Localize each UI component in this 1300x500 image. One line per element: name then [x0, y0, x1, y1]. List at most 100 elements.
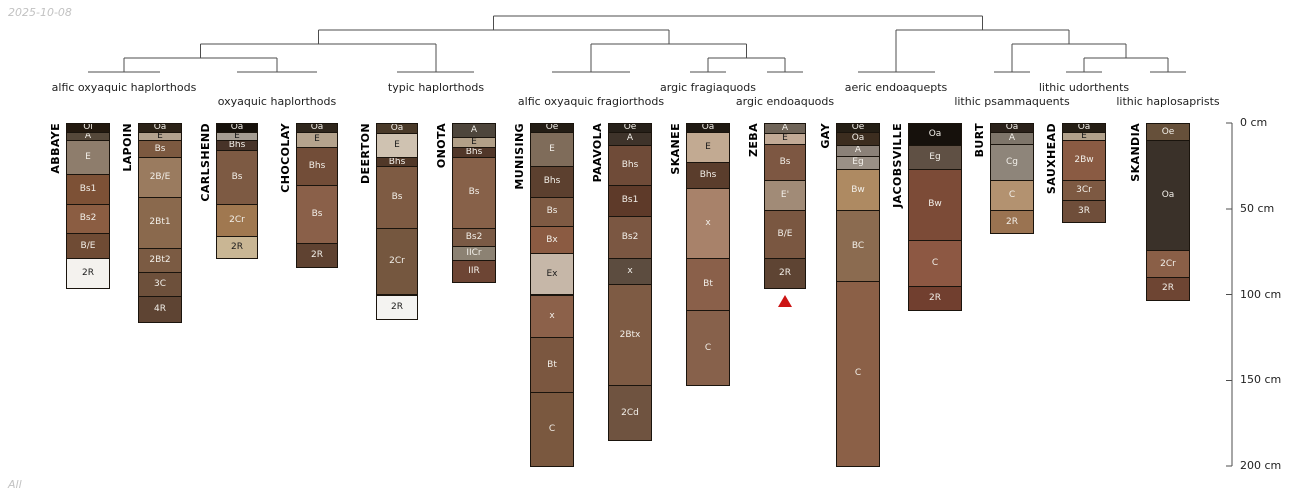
horizon-gay-oa: Oa	[836, 131, 880, 147]
horizon-skandia-oe: Oe	[1146, 123, 1190, 142]
horizon-jacobsville-c: C	[908, 239, 962, 287]
profile-name-skanee: SKANEE	[669, 123, 682, 175]
horizon-burt-cg: Cg	[990, 143, 1034, 181]
group-label-argicendoaquods: argic endoaquods	[735, 95, 835, 108]
depth-tick-label-0: 0 cm	[1240, 116, 1268, 129]
horizon-deerton-bs: Bs	[376, 165, 418, 229]
profile-name-paavola: PAAVOLA	[591, 123, 604, 183]
horizon-chocolay-bhs: Bhs	[296, 147, 338, 186]
group-label-lithicudorthents: lithic udorthents	[1038, 81, 1130, 94]
horizon-gay-bc: BC	[836, 210, 880, 282]
group-label-aericendoaquepts: aeric endoaquepts	[844, 81, 948, 94]
profile-name-munising: MUNISING	[513, 123, 526, 190]
group-label-argicfragiaquods: argic fragiaquods	[660, 81, 756, 94]
profile-name-abbaye: ABBAYE	[49, 123, 62, 174]
horizon-sauxhead-2bw: 2Bw	[1062, 140, 1106, 181]
horizon-onota-iicr: IICr	[452, 246, 496, 262]
horizon-jacobsville-bw: Bw	[908, 169, 962, 241]
group-label-alficoxyaquichaplorthods: alfic oxyaquic haplorthods	[51, 81, 197, 94]
horizon-lapoin-3c: 3C	[138, 272, 182, 298]
horizon-onota-iir: IIR	[452, 260, 496, 284]
horizon-paavola-x: x	[608, 258, 652, 286]
profile-name-lapoin: LAPOIN	[121, 123, 134, 172]
horizon-chocolay-2r: 2R	[296, 243, 338, 269]
horizon-skanee-bhs: Bhs	[686, 162, 730, 190]
profile-name-sauxhead: SAUXHEAD	[1045, 123, 1058, 195]
horizon-paavola-bs1: Bs1	[608, 184, 652, 217]
horizon-gay-c: C	[836, 280, 880, 467]
profile-name-deerton: DEERTON	[359, 123, 372, 184]
horizon-paavola-bs2: Bs2	[608, 215, 652, 260]
group-label-lithicpsammaquents: lithic psammaquents	[954, 95, 1070, 108]
horizon-deerton-2r: 2R	[376, 294, 418, 320]
group-label-oxyaquichaplorthods: oxyaquic haplorthods	[217, 95, 337, 108]
horizon-munising-bt: Bt	[530, 337, 574, 394]
horizon-burt-2r: 2R	[990, 210, 1034, 234]
depth-tick-label-200: 200 cm	[1240, 459, 1282, 472]
horizon-carlshend-2cr: 2Cr	[216, 203, 258, 238]
horizon-abbaye-bs1: Bs1	[66, 174, 110, 205]
horizon-munising-bx: Bx	[530, 225, 574, 255]
horizon-onota-a: A	[452, 123, 496, 138]
horizon-chocolay-e: E	[296, 131, 338, 148]
horizon-munising-c: C	[530, 392, 574, 467]
horizon-jacobsville-eg: Eg	[908, 145, 962, 171]
horizon-carlshend-2r: 2R	[216, 236, 258, 260]
group-label-typichaplorthods: typic haplorthods	[387, 81, 485, 94]
horizon-deerton-e: E	[376, 133, 418, 159]
horizon-gay-bw: Bw	[836, 169, 880, 212]
horizon-lapoin-bs: Bs	[138, 140, 182, 159]
horizon-paavola-2btx: 2Btx	[608, 284, 652, 387]
horizon-gay-eg: Eg	[836, 155, 880, 171]
profile-name-onota: ONOTA	[435, 123, 448, 169]
horizon-abbaye-2r: 2R	[66, 258, 110, 289]
horizon-lapoin-2bt1: 2Bt1	[138, 196, 182, 250]
marker-triangle-zeba	[778, 294, 792, 307]
horizon-skandia-oa: Oa	[1146, 140, 1190, 251]
depth-tick-label-100: 100 cm	[1240, 287, 1282, 301]
horizon-munising-bhs: Bhs	[530, 165, 574, 198]
horizon-skanee-bt: Bt	[686, 258, 730, 311]
group-label-lithichaplosaprists: lithic haplosaprists	[1116, 95, 1220, 108]
horizon-munising-bs: Bs	[530, 196, 574, 227]
profile-name-chocolay: CHOCOLAY	[279, 123, 292, 193]
profile-name-gay: GAY	[819, 123, 832, 149]
profile-name-zeba: ZEBA	[747, 123, 760, 157]
horizon-onota-bs2: Bs2	[452, 227, 496, 248]
horizon-carlshend-bs: Bs	[216, 150, 258, 205]
profile-name-skandia: SKANDIA	[1129, 123, 1142, 182]
horizon-skanee-e: E	[686, 131, 730, 164]
horizon-lapoin-4r: 4R	[138, 296, 182, 323]
horizon-paavola-2cd: 2Cd	[608, 385, 652, 442]
horizon-paavola-bhs: Bhs	[608, 145, 652, 186]
date-label: 2025-10-08	[8, 6, 72, 19]
horizon-munising-e: E	[530, 131, 574, 167]
horizon-skanee-c: C	[686, 309, 730, 387]
horizon-zeba-2r: 2R	[764, 258, 806, 289]
horizon-paavola-a: A	[608, 131, 652, 147]
horizon-abbaye-be: B/E	[66, 232, 110, 260]
horizon-burt-c: C	[990, 179, 1034, 212]
horizon-zeba-bs: Bs	[764, 143, 806, 181]
horizon-skanee-x: x	[686, 188, 730, 260]
horizon-munising-x: x	[530, 294, 574, 339]
profile-name-carlshend: CARLSHEND	[199, 123, 212, 202]
depth-tick-label-150: 150 cm	[1240, 373, 1282, 387]
horizon-munising-ex: Ex	[530, 253, 574, 296]
depth-tick-label-50: 50 cm	[1240, 201, 1275, 215]
horizon-zeba-e: E'	[764, 179, 806, 212]
horizon-sauxhead-3r: 3R	[1062, 200, 1106, 224]
horizon-sauxhead-3cr: 3Cr	[1062, 179, 1106, 202]
horizon-lapoin-2be: 2B/E	[138, 157, 182, 198]
horizon-jacobsville-oa: Oa	[908, 123, 962, 147]
horizon-skandia-2cr: 2Cr	[1146, 249, 1190, 279]
footer-label: All	[8, 478, 22, 491]
horizon-deerton-2cr: 2Cr	[376, 227, 418, 296]
horizon-chocolay-bs: Bs	[296, 184, 338, 245]
horizon-lapoin-2bt2: 2Bt2	[138, 248, 182, 274]
horizon-abbaye-bs2: Bs2	[66, 203, 110, 234]
horizon-abbaye-e: E	[66, 140, 110, 176]
group-label-alficoxyaquicfragiorthods: alfic oxyaquic fragiorthods	[517, 95, 665, 108]
